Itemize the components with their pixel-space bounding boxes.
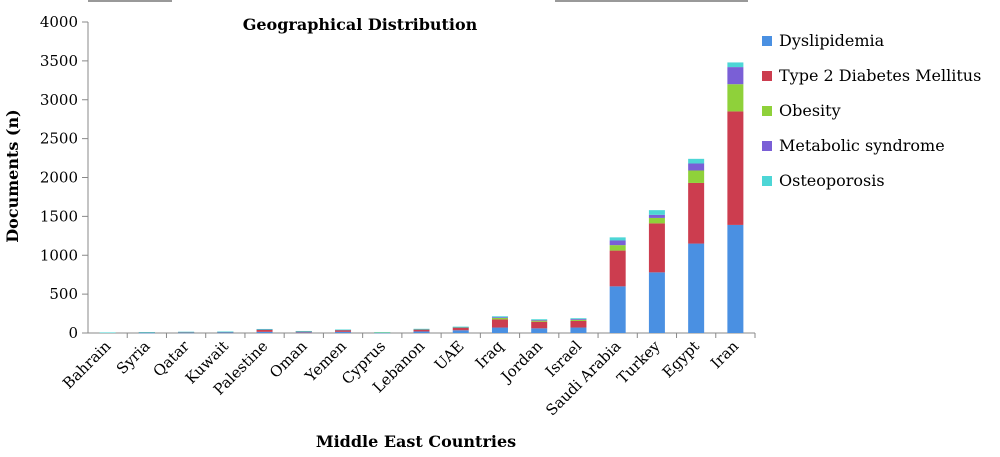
x-category-label: Iraq: [472, 337, 507, 372]
bar-segment: [688, 243, 705, 333]
bar-segment: [688, 182, 705, 244]
bar-segment: [452, 326, 469, 328]
bar-segment: [256, 329, 273, 332]
x-category-label: Jordan: [496, 337, 546, 387]
bar-segment: [531, 320, 548, 321]
bar-segment: [374, 332, 391, 333]
bar-segment: [727, 62, 744, 68]
bar-segment: [138, 332, 155, 334]
bar-segment: [570, 320, 587, 328]
bar-segment: [570, 318, 587, 320]
bar-segment: [531, 320, 548, 322]
bar-segment: [531, 321, 548, 329]
bar-segment: [413, 329, 430, 332]
bar-segment: [335, 331, 352, 333]
bar-segment: [688, 170, 705, 183]
x-category-label: Turkey: [613, 337, 664, 388]
legend-label: Obesity: [779, 101, 841, 120]
x-axis: BahrainSyriaQatarKuwaitPalestineOmanYeme…: [59, 332, 756, 419]
bar-segment: [256, 331, 273, 333]
bar-segment: [491, 317, 508, 318]
bar-segment: [295, 332, 312, 333]
bar-segment: [648, 210, 665, 215]
bar-segment: [570, 319, 587, 320]
bar-segment: [413, 331, 430, 333]
legend-swatch: [762, 36, 772, 46]
bar-segment: [727, 67, 744, 85]
y-axis-title: Documents (n): [3, 109, 22, 242]
bar-segment: [727, 224, 744, 333]
bar-segment: [452, 330, 469, 333]
bars-group: [99, 62, 744, 334]
bar-segment: [452, 327, 469, 328]
y-tick-label: 1500: [40, 207, 78, 225]
bar-segment: [491, 319, 508, 328]
bar-segment: [727, 84, 744, 112]
bar-segment: [99, 332, 116, 334]
x-category-label: Egypt: [659, 337, 703, 381]
bar-segment: [374, 332, 391, 334]
bar-segment: [491, 317, 508, 320]
y-tick-label: 2500: [40, 130, 78, 148]
y-tick-label: 0: [68, 324, 78, 342]
bar-segment: [217, 331, 234, 333]
bar-segment: [217, 332, 234, 334]
bar-segment: [688, 158, 705, 164]
legend-label: Osteoporosis: [779, 171, 885, 190]
bar-segment: [648, 214, 665, 218]
y-axis: 0 500 1000 1500 2000 2500 3000 3500 4000: [40, 13, 89, 342]
bar-segment: [648, 272, 665, 333]
legend-swatch: [762, 71, 772, 81]
bar-segment: [491, 316, 508, 318]
bar-segment: [531, 319, 548, 321]
bar-segment: [138, 332, 155, 333]
y-tick-label: 500: [49, 285, 78, 303]
chart-title: Geographical Distribution: [243, 15, 478, 34]
bar-segment: [648, 223, 665, 273]
y-tick-label: 1000: [40, 246, 78, 264]
bar-segment: [178, 331, 195, 333]
bar-segment: [648, 217, 665, 224]
bar-segment: [727, 111, 744, 225]
bar-segment: [570, 327, 587, 333]
x-category-label: Bahrain: [59, 337, 115, 393]
bar-segment: [531, 328, 548, 333]
bar-segment: [452, 327, 469, 331]
bar-segment: [178, 332, 195, 334]
bar-segment: [609, 286, 626, 333]
x-category-label: Iran: [707, 337, 742, 372]
x-axis-title: Middle East Countries: [316, 432, 516, 451]
bar-segment: [295, 331, 312, 333]
bar-segment: [609, 237, 626, 241]
legend-label: Metabolic syndrome: [779, 136, 945, 155]
bar-segment: [295, 330, 312, 332]
x-category-label: Syria: [113, 337, 154, 378]
legend-label: Type 2 Diabetes Mellitus: [779, 66, 981, 85]
bar-segment: [335, 330, 352, 332]
bar-segment: [256, 329, 273, 330]
legend-swatch: [762, 176, 772, 186]
legend-swatch: [762, 141, 772, 151]
bar-segment: [609, 250, 626, 287]
bar-segment: [335, 329, 352, 331]
bar-segment: [688, 163, 705, 171]
bar-segment: [570, 319, 587, 321]
bar-segment: [413, 328, 430, 330]
x-category-label: UAE: [431, 337, 468, 374]
legend-label: Dyslipidemia: [779, 31, 885, 50]
y-tick-label: 3000: [40, 91, 78, 109]
bar-segment: [609, 245, 626, 251]
bar-segment: [256, 328, 273, 330]
y-tick-label: 4000: [40, 13, 78, 31]
bar-segment: [452, 327, 469, 328]
bar-segment: [491, 327, 508, 333]
bar-segment: [609, 240, 626, 246]
legend: Dyslipidemia Type 2 Diabetes Mellitus Obes…: [762, 31, 981, 190]
y-tick-label: 3500: [40, 52, 78, 70]
y-tick-label: 2000: [40, 169, 78, 187]
legend-swatch: [762, 106, 772, 116]
